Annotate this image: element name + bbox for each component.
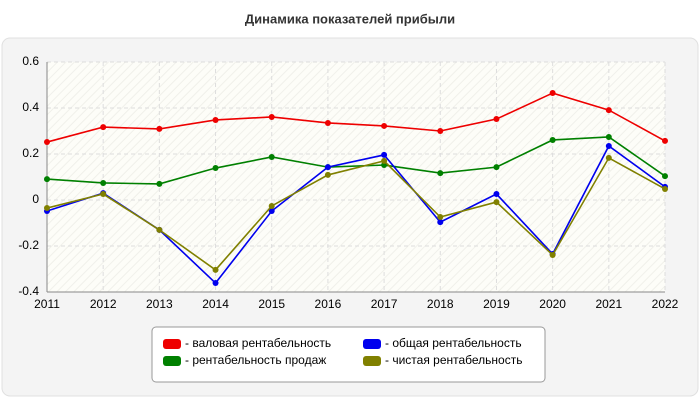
legend [151, 326, 546, 383]
plot-area [47, 62, 665, 292]
point [268, 113, 275, 120]
legend-swatch [363, 356, 381, 366]
point [268, 153, 275, 160]
point [212, 116, 219, 123]
y-tick-label: -0.4 [18, 284, 39, 298]
point [212, 165, 219, 172]
point [324, 171, 331, 178]
point [44, 139, 50, 146]
x-tick-label: 2021 [595, 297, 622, 311]
legend-label: - общая рентабельность [385, 336, 522, 350]
point [493, 191, 500, 198]
point [324, 119, 331, 126]
chart-title: Динамика показателей прибыли [245, 11, 455, 26]
point [381, 162, 388, 169]
y-tick-label: -0.2 [18, 238, 39, 252]
point [662, 137, 668, 144]
point [381, 122, 388, 129]
point [549, 90, 556, 97]
point [493, 199, 500, 206]
point [212, 280, 219, 287]
point [437, 214, 444, 221]
point [100, 124, 107, 131]
legend-label: - валовая рентабельность [185, 336, 331, 350]
legend-swatch [363, 339, 381, 349]
point [156, 180, 163, 187]
point [268, 202, 275, 209]
point [605, 142, 612, 149]
x-tick-label: 2018 [427, 297, 454, 311]
point [493, 116, 500, 123]
point [549, 136, 556, 143]
legend-swatch [163, 356, 181, 366]
y-tick-label: 0.6 [22, 54, 39, 68]
point [100, 191, 107, 198]
x-tick-label: 2012 [90, 297, 117, 311]
x-tick-label: 2015 [258, 297, 285, 311]
point [662, 173, 668, 180]
x-tick-label: 2016 [315, 297, 342, 311]
x-tick-label: 2022 [652, 297, 679, 311]
point [549, 251, 556, 258]
point [381, 151, 388, 158]
series-line [46, 156, 666, 271]
point [156, 226, 163, 233]
series-line [46, 136, 666, 185]
point [44, 176, 50, 183]
point [212, 266, 219, 273]
point [437, 219, 444, 226]
point [156, 125, 163, 132]
point [605, 133, 612, 140]
point [268, 208, 275, 215]
x-tick-label: 2017 [371, 297, 398, 311]
x-tick-label: 2013 [146, 297, 173, 311]
y-tick-label: 0.4 [22, 100, 39, 114]
point [381, 157, 388, 164]
x-tick-label: 2020 [539, 297, 566, 311]
series-line [46, 92, 666, 143]
point [437, 128, 444, 134]
legend-label: - чистая рентабельность [385, 353, 522, 367]
point [324, 164, 331, 171]
legend-swatch [163, 339, 181, 349]
x-tick-label: 2019 [483, 297, 510, 311]
x-tick-label: 2011 [34, 297, 60, 311]
point [437, 170, 444, 177]
point [100, 179, 107, 186]
y-tick-label: 0 [32, 192, 39, 206]
point [493, 164, 500, 171]
x-tick-label: 2014 [202, 297, 229, 311]
point [605, 154, 612, 161]
point [605, 107, 612, 114]
point [44, 205, 50, 212]
y-tick-label: 0.2 [22, 146, 39, 160]
legend-label: - рентабельность продаж [185, 353, 326, 367]
point [662, 185, 668, 192]
